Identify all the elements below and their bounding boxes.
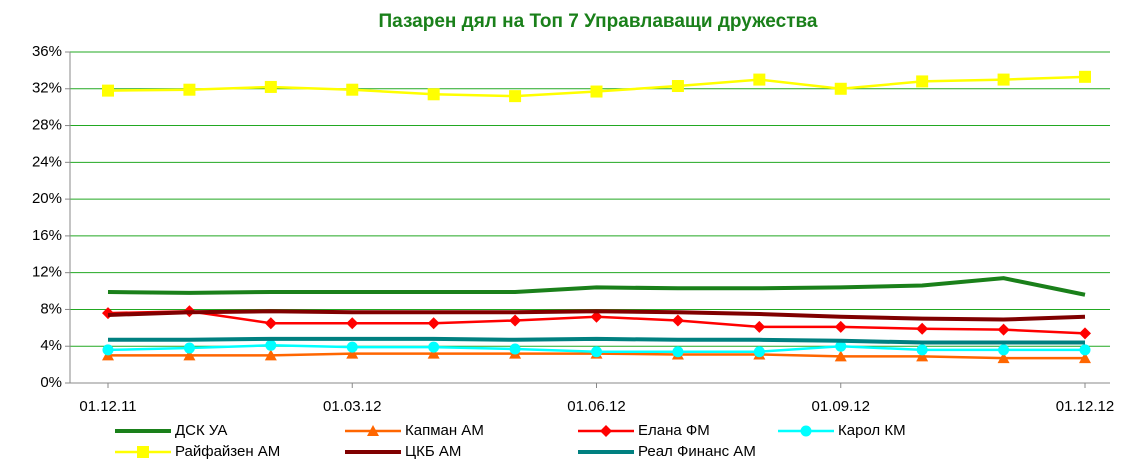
data-point — [753, 73, 766, 86]
chart-title: Пазарен дял на Топ 7 Управлаващи дружест… — [379, 11, 818, 32]
legend-item: Райфайзен АМ — [115, 443, 280, 460]
data-point — [346, 83, 359, 96]
data-point — [591, 346, 602, 358]
data-point — [346, 317, 359, 330]
data-point — [671, 80, 684, 93]
legend-marker — [600, 425, 612, 437]
data-point — [346, 347, 359, 359]
series-line — [107, 309, 1086, 322]
y-tick-label: 32% — [32, 80, 62, 97]
data-point — [265, 339, 277, 351]
data-point — [590, 85, 603, 98]
legend-item: ДСК УА — [115, 422, 227, 439]
data-point — [672, 346, 684, 358]
legend-item: Карол КМ — [778, 422, 906, 439]
data-point — [671, 314, 684, 327]
y-tick-label: 24% — [32, 153, 62, 170]
y-tick-label: 28% — [32, 117, 62, 134]
x-tick-label: 01.12.11 — [79, 398, 136, 415]
data-point — [753, 320, 766, 333]
legend-marker — [800, 425, 812, 437]
data-point — [1079, 344, 1091, 356]
legend-item: Капман АМ — [345, 422, 484, 439]
data-point — [427, 317, 440, 330]
data-point — [916, 322, 929, 335]
data-point — [834, 350, 847, 362]
data-point — [1079, 70, 1091, 83]
data-point — [264, 349, 277, 361]
data-point — [102, 84, 114, 97]
x-tick-label: 01.06.12 — [567, 398, 625, 415]
data-point — [753, 346, 765, 358]
data-point — [916, 344, 928, 356]
data-point — [183, 349, 196, 361]
data-point — [428, 341, 440, 353]
x-tick-label: 01.12.12 — [1056, 398, 1114, 415]
y-tick-label: 20% — [32, 190, 62, 207]
legend-label: Райфайзен АМ — [175, 443, 280, 460]
legend-item: Елана ФМ — [578, 422, 710, 439]
series-line — [107, 276, 1086, 297]
legend-item: ЦКБ АМ — [345, 443, 461, 460]
data-point — [997, 323, 1010, 336]
y-tick-label: 8% — [40, 300, 62, 317]
legend-label: Реал Финанс АМ — [638, 443, 756, 460]
data-point — [834, 320, 847, 333]
data-point — [834, 82, 847, 95]
y-tick-label: 12% — [32, 264, 62, 281]
data-point — [997, 73, 1010, 86]
data-point — [916, 75, 929, 88]
y-tick-label: 0% — [40, 374, 62, 391]
y-tick-label: 4% — [40, 337, 62, 354]
y-tick-label: 36% — [32, 43, 62, 60]
data-point — [427, 347, 440, 359]
x-tick-label: 01.03.12 — [323, 398, 381, 415]
data-point — [346, 341, 358, 353]
data-point — [590, 310, 603, 323]
data-point — [1079, 352, 1091, 364]
data-point — [264, 80, 277, 93]
data-point — [264, 317, 277, 330]
data-point — [102, 344, 114, 356]
data-point — [509, 314, 522, 327]
legend-marker — [137, 446, 149, 458]
data-point — [835, 340, 847, 352]
data-point — [183, 83, 196, 96]
data-point — [916, 350, 929, 362]
data-point — [183, 342, 195, 354]
data-point — [509, 90, 522, 103]
legend-label: ДСК УА — [175, 422, 227, 439]
legend-marker — [367, 425, 379, 436]
legend-label: ЦКБ АМ — [405, 443, 461, 460]
legend-item: Реал Финанс АМ — [578, 443, 756, 460]
legend-label: Карол КМ — [838, 422, 906, 439]
x-tick-label: 01.09.12 — [812, 398, 870, 415]
y-tick-label: 16% — [32, 227, 62, 244]
legend-label: Капман АМ — [405, 422, 484, 439]
data-point — [509, 343, 521, 355]
data-point — [998, 344, 1010, 356]
legend-label: Елана ФМ — [638, 422, 710, 439]
data-point — [427, 88, 440, 101]
data-point — [997, 352, 1010, 364]
series-line — [108, 336, 1085, 345]
data-point — [1079, 327, 1091, 340]
